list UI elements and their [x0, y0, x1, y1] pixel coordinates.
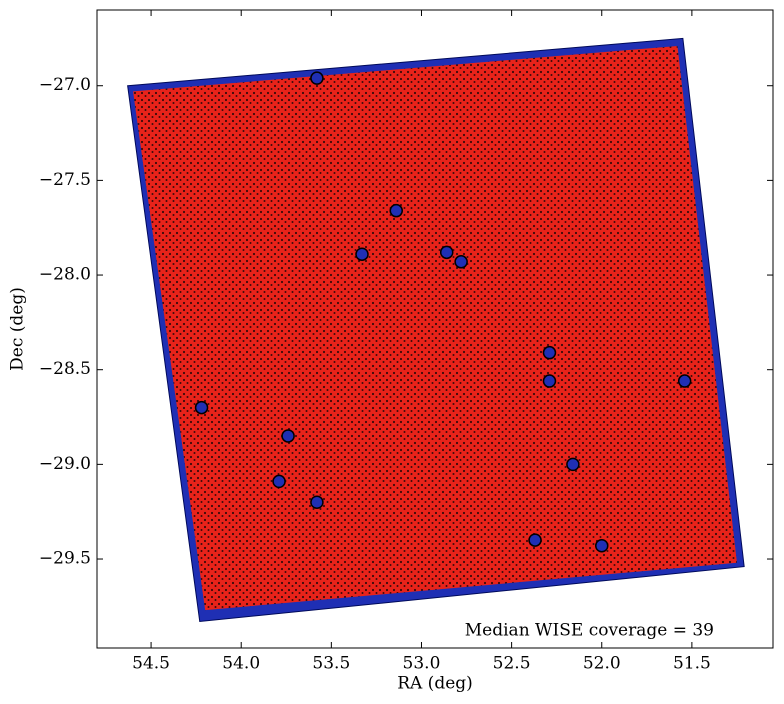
y-axis-label: Dec (deg)	[8, 287, 28, 371]
source-marker	[439, 245, 454, 260]
source-marker	[677, 374, 692, 388]
source-marker	[310, 495, 324, 509]
source-marker	[542, 374, 557, 388]
y-tick-label: −29.5	[39, 549, 91, 569]
plot-area	[127, 37, 745, 623]
source-marker	[355, 247, 369, 261]
source-marker	[194, 400, 209, 415]
coverage-region	[133, 45, 737, 611]
y-tick-label: −28.0	[39, 265, 91, 285]
annotation: Median WISE coverage = 39	[465, 621, 714, 641]
x-tick-label: 52.0	[583, 654, 621, 674]
y-tick-label: −27.5	[39, 170, 91, 190]
x-tick-label: 54.5	[132, 654, 170, 674]
y-tick-label: −27.0	[39, 75, 91, 95]
source-marker	[310, 71, 324, 85]
x-tick-label: 53.0	[403, 654, 441, 674]
source-marker	[542, 345, 557, 360]
source-marker	[566, 457, 580, 472]
source-marker	[528, 533, 542, 547]
x-axis-label: RA (deg)	[397, 674, 473, 694]
x-tick-label: 52.5	[493, 654, 531, 674]
x-tick-label: 53.5	[312, 654, 350, 674]
x-tick-label: 51.5	[673, 654, 711, 674]
source-marker	[272, 474, 286, 489]
y-tick-label: −28.5	[39, 359, 91, 379]
y-tick-label: −29.0	[39, 454, 91, 474]
source-marker	[594, 539, 609, 553]
x-tick-label: 54.0	[222, 654, 260, 674]
source-marker	[389, 203, 403, 218]
source-marker	[281, 429, 295, 443]
source-marker	[454, 255, 468, 269]
